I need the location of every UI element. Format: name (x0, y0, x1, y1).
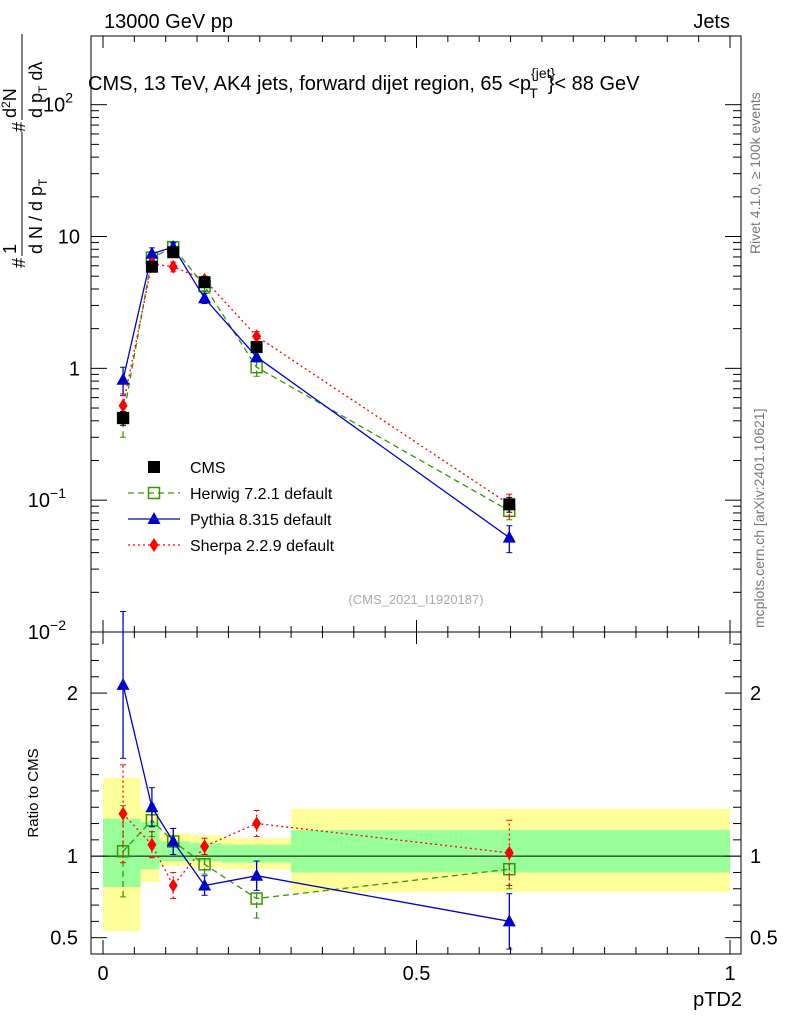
legend-marker-herwig (147, 486, 161, 500)
main-cms-point (117, 412, 130, 425)
x-axis-label: pTD2 (693, 989, 742, 1011)
main-panel-frame (90, 35, 742, 633)
ratio-pythia-point (198, 878, 212, 891)
main-pythia-point (198, 291, 212, 304)
category-label: Jets (693, 11, 730, 33)
legend-label-pythia: Pythia 8.315 default (190, 512, 332, 529)
chart-title: CMS, 13 TeV, AK4 jets, forward dijet reg… (88, 65, 640, 101)
ratio-y-tick-label: 2 (67, 683, 78, 705)
main-pythia-line (122, 246, 510, 539)
main-pythia-point (502, 530, 516, 543)
legend-marker-cms (148, 461, 160, 473)
ratio-data-layer (116, 611, 516, 950)
x-tick-label: 1 (724, 963, 735, 985)
x-tick-label: 0 (97, 963, 108, 985)
main-sherpa-point (252, 329, 262, 344)
ratio-sherpa-point (168, 878, 178, 893)
main-data-layer (116, 240, 516, 554)
legend: CMS Herwig 7.2.1 default Pythia 8.315 defa… (128, 460, 335, 555)
ratio-y-tick-label-right: 2 (750, 683, 761, 705)
legend-label-sherpa: Sherpa 2.2.9 default (190, 538, 335, 555)
main-sherpa-line (122, 263, 510, 505)
ratio-band-inner (103, 818, 141, 888)
ylabel-dpt: d pT dλ (26, 62, 50, 118)
energy-label: 13000 GeV pp (104, 11, 233, 33)
legend-marker-pythia (147, 512, 161, 524)
ratio-pythia-point (166, 834, 180, 847)
main-y-tick-label: 10−2 (28, 617, 66, 644)
main-sherpa-point (168, 259, 178, 274)
ratio-pythia-point (145, 800, 159, 813)
main-cms-point (503, 498, 516, 511)
ratio-sherpa-point (252, 816, 262, 831)
ratio-y-label: Ratio to CMS (25, 748, 42, 837)
ratio-pythia-point (250, 868, 264, 881)
ratio-pythia-point (502, 914, 516, 927)
ratio-y-tick-label-right: 1 (750, 846, 761, 868)
ylabel-hash2: # (9, 122, 29, 132)
ratio-axis-ticks: 0.5 0.5 1 1 2 2 (50, 643, 778, 950)
ratio-herwig-point (198, 858, 211, 871)
ratio-sherpa-point (147, 837, 157, 852)
main-y-tick-label: 1 (69, 358, 80, 380)
main-y-tick-label: 102 (43, 90, 73, 117)
ylabel-dn: d N / d pT (26, 178, 50, 254)
ratio-sherpa-point (504, 845, 514, 860)
legend-label-herwig: Herwig 7.2.1 default (190, 486, 333, 503)
main-cms-point (145, 260, 158, 273)
mcplots-label: mcplots.cern.ch [arXiv:2401.10621] (751, 409, 767, 628)
ratio-pythia-line (122, 684, 510, 923)
ratio-sherpa-point (200, 839, 210, 854)
ratio-band-inner (222, 844, 292, 863)
analysis-id: (CMS_2021_I1920187) (348, 592, 483, 607)
ratio-herwig-point (250, 892, 263, 905)
ylabel-d2n: d2N (0, 88, 20, 118)
ylabel-one: 1 (0, 244, 20, 254)
ratio-panel-frame (90, 631, 742, 955)
main-herwig-line (122, 246, 510, 512)
ratio-uncertainty-bands (91, 777, 741, 932)
main-y-tick-label: 10−1 (28, 485, 66, 512)
ylabel-hash: # (9, 258, 29, 268)
ratio-y-tick-label-right: 0.5 (750, 928, 778, 950)
main-y-label: # 1 d N / d pT # d2N d pT dλ (0, 34, 50, 268)
main-sherpa-point (118, 398, 128, 413)
main-pythia-point (145, 246, 159, 259)
main-cms-point (250, 341, 263, 354)
main-pythia-point (116, 372, 130, 385)
x-tick-label: 0.5 (403, 963, 431, 985)
rivet-label: Rivet 4.1.0, ≥ 100k events (747, 92, 763, 254)
ratio-sherpa-point (118, 806, 128, 821)
ratio-y-tick-label: 1 (67, 846, 78, 868)
main-cms-point (167, 246, 180, 259)
legend-marker-sherpa (149, 538, 159, 552)
main-axis-ticks: 102 10 1 10−1 10−2 (28, 36, 741, 644)
main-pythia-point (250, 349, 264, 362)
ratio-sherpa-line (122, 813, 510, 887)
ratio-pythia-point (116, 677, 130, 690)
main-cms-point (198, 276, 211, 289)
main-y-tick-label: 10 (58, 227, 80, 249)
legend-label-cms: CMS (190, 460, 226, 477)
ratio-y-tick-label: 0.5 (50, 928, 78, 950)
x-axis-ticks: 0 0.5 1 (97, 632, 736, 985)
